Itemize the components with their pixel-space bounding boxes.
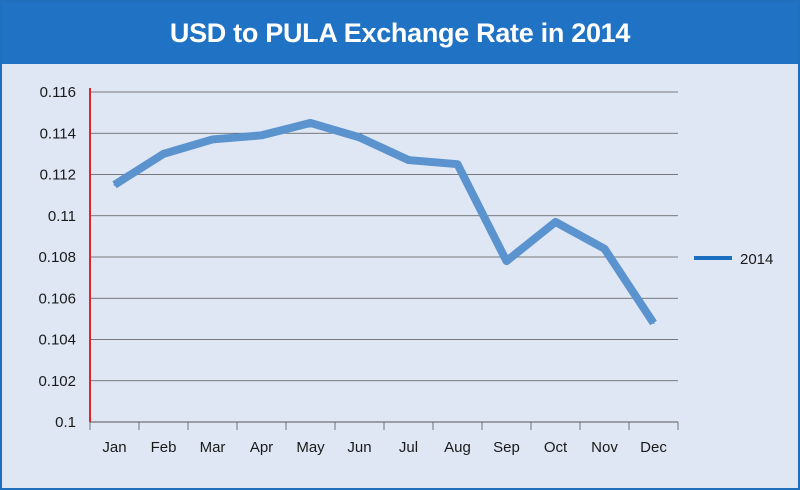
title-bar: USD to PULA Exchange Rate in 2014	[2, 2, 798, 64]
y-tick-label: 0.11	[48, 208, 76, 225]
x-tick-label: Apr	[250, 439, 273, 456]
data-point-Dec	[652, 322, 655, 324]
chart-title: USD to PULA Exchange Rate in 2014	[169, 17, 631, 48]
y-tick-label: 0.114	[40, 125, 76, 142]
x-tick-label: Nov	[591, 439, 618, 456]
x-tick-label: Jun	[347, 439, 371, 456]
data-point-Jul	[407, 159, 410, 162]
y-tick-label: 0.104	[38, 332, 76, 349]
x-tick-label: Sep	[493, 439, 520, 456]
y-tick-label: 0.1	[55, 414, 76, 431]
data-point-Jun	[358, 136, 361, 139]
x-tick-label: May	[296, 439, 325, 456]
y-tick-label: 0.112	[40, 167, 76, 184]
y-tick-label: 0.108	[38, 249, 76, 266]
x-tick-label: Dec	[640, 439, 667, 456]
y-tick-label: 0.106	[38, 290, 76, 307]
data-point-Aug	[456, 163, 459, 166]
series-layer	[112, 118, 657, 326]
y-tick-label: 0.102	[38, 373, 76, 390]
data-point-Apr	[260, 134, 263, 137]
data-point-Mar	[211, 138, 214, 141]
grid-lines	[90, 91, 678, 382]
legend: 2014	[694, 251, 773, 268]
x-tick-labels: Jan Feb Mar Apr May Jun Jul Aug Sep Oct Nov Dec	[102, 439, 667, 456]
axes	[89, 88, 679, 430]
legend-label-2014: 2014	[740, 251, 773, 268]
data-point-Nov	[603, 247, 606, 250]
x-tick-label: Oct	[544, 439, 568, 456]
x-tick-label: Aug	[444, 439, 471, 456]
x-tick-label: Jul	[399, 439, 418, 456]
x-tick-label: Feb	[151, 439, 177, 456]
x-tick-label: Mar	[200, 439, 226, 456]
data-point-May	[309, 121, 312, 124]
data-point-Feb	[162, 152, 165, 155]
data-point-Sep	[505, 260, 508, 263]
data-point-Jan	[113, 183, 116, 186]
x-tick-label: Jan	[102, 439, 126, 456]
series-line-2014	[112, 118, 657, 326]
data-point-Oct	[554, 220, 557, 223]
y-tick-labels: 0.1 0.102 0.104 0.106 0.108 0.11 0.112 0.114 0.1…	[38, 84, 76, 431]
y-tick-label: 0.116	[40, 84, 76, 101]
